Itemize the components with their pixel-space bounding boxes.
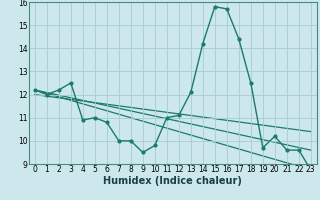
X-axis label: Humidex (Indice chaleur): Humidex (Indice chaleur) xyxy=(103,176,242,186)
